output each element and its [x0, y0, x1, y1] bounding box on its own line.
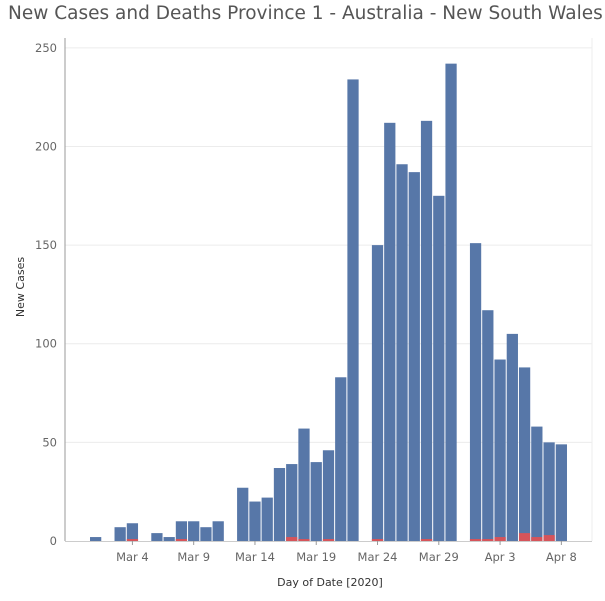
- bars: [90, 63, 567, 542]
- cases-bar: [90, 537, 102, 541]
- cases-bar: [482, 310, 494, 541]
- cases-bar: [384, 122, 396, 541]
- cases-bar: [420, 120, 433, 542]
- cases-bar: [114, 527, 126, 541]
- cases-bar: [298, 428, 310, 541]
- y-tick-label: 50: [42, 435, 57, 449]
- cases-bar: [543, 442, 555, 541]
- y-tick-label: 100: [35, 337, 57, 351]
- cases-bar: [261, 497, 273, 541]
- deaths-bar: [175, 539, 188, 541]
- deaths-bar: [298, 539, 310, 541]
- cases-bar: [237, 487, 249, 541]
- deaths-bar: [494, 537, 506, 541]
- cases-bar: [347, 79, 359, 542]
- axes: 0 50 100 150 200 250 Mar 4 Mar 9 Mar 14 Mar 19 Mar…: [35, 38, 593, 564]
- deaths-bar: [286, 537, 298, 541]
- cases-bar: [555, 444, 567, 541]
- cases-bar: [371, 245, 384, 541]
- y-tick-label: 0: [50, 534, 57, 548]
- deaths-bar: [126, 539, 139, 541]
- x-tick-label: Apr 8: [546, 550, 577, 564]
- cases-bar: [310, 462, 322, 541]
- deaths-bar: [543, 535, 555, 541]
- x-tick-label: Apr 3: [485, 550, 516, 564]
- deaths-bar: [371, 539, 384, 541]
- cases-bar: [212, 521, 224, 541]
- y-tick-label: 250: [35, 41, 57, 55]
- x-tick-label: Mar 29: [419, 550, 459, 564]
- y-tick-label: 200: [35, 139, 57, 153]
- cases-bar: [469, 243, 482, 542]
- cases-bar: [175, 521, 188, 541]
- cases-bar: [408, 172, 420, 541]
- chart-title: New Cases and Deaths Province 1 - Austra…: [8, 3, 603, 24]
- cases-bar: [322, 450, 335, 541]
- cases-bar: [494, 359, 506, 541]
- y-axis-title: New Cases: [14, 257, 27, 317]
- deaths-bar: [469, 539, 482, 541]
- cases-bar: [126, 523, 139, 541]
- cases-bar: [200, 527, 212, 541]
- cases-bar: [286, 464, 298, 541]
- cases-bar: [445, 63, 457, 542]
- cases-bar: [273, 468, 286, 541]
- x-tick-label: Mar 4: [116, 550, 149, 564]
- cases-bar: [335, 377, 347, 541]
- x-axis-title: Day of Date [2020]: [277, 576, 383, 589]
- deaths-bar: [518, 533, 531, 541]
- deaths-bar: [420, 539, 433, 541]
- deaths-bar: [531, 537, 543, 541]
- y-tick-label: 150: [35, 238, 57, 252]
- cases-bar: [531, 426, 543, 541]
- deaths-bar: [482, 539, 494, 541]
- cases-bar: [506, 333, 518, 541]
- deaths-bar: [322, 539, 335, 541]
- cases-bar: [151, 533, 163, 541]
- x-tick-label: Mar 9: [177, 550, 210, 564]
- cases-bar: [518, 367, 531, 541]
- cases-bar: [396, 164, 408, 541]
- cases-bar: [188, 521, 200, 541]
- x-tick-label: Mar 24: [358, 550, 398, 564]
- cases-bar: [163, 537, 175, 541]
- x-tick-label: Mar 14: [235, 550, 275, 564]
- cases-bar: [249, 501, 261, 541]
- x-tick-label: Mar 19: [296, 550, 336, 564]
- cases-bar: [433, 195, 445, 541]
